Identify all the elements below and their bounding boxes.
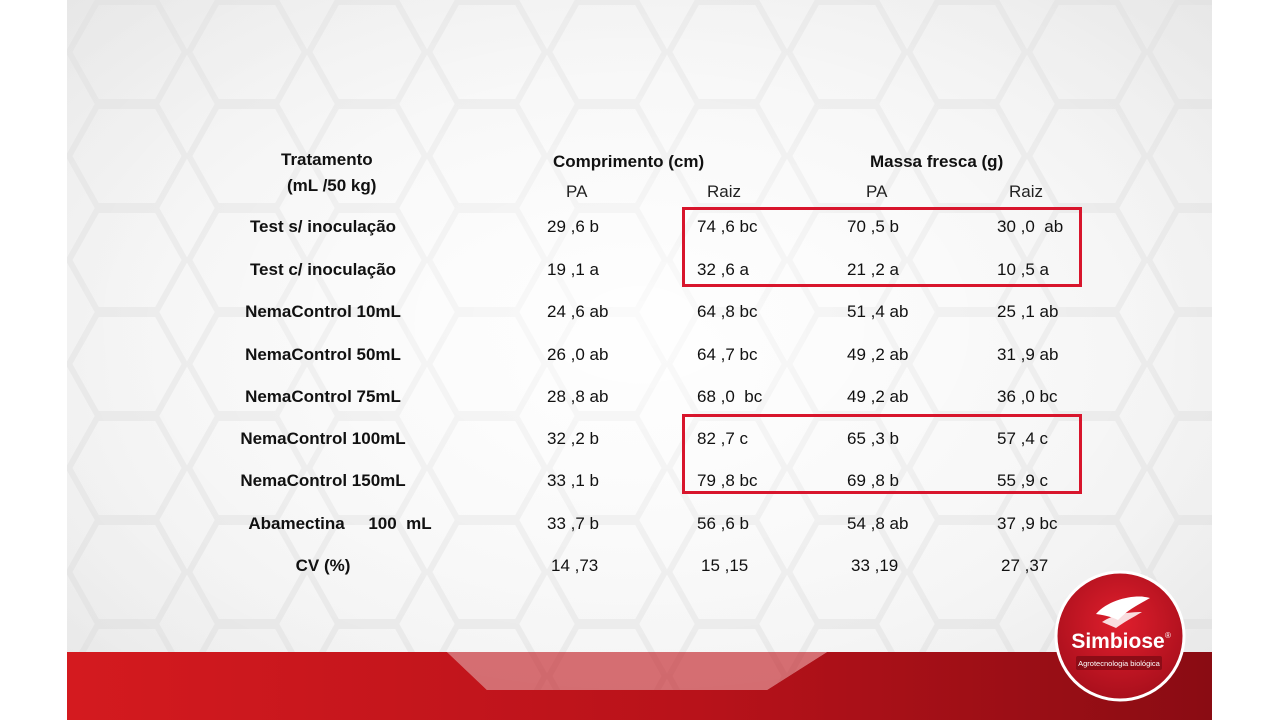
table-cell: 55 ,9 c [997, 471, 1049, 490]
table-cell: 25 ,1 ab [997, 302, 1059, 321]
table-cell: 64 ,7 bc [697, 345, 758, 364]
table-cell: 36 ,0 bc [997, 387, 1058, 406]
row-label: NemaControl 100mL [240, 429, 406, 448]
subheader-comprimento-raiz: Raiz [707, 182, 742, 201]
header-comprimento: Comprimento (cm) [553, 152, 705, 171]
subheader-massa-pa: PA [866, 182, 888, 201]
table-cell: 28 ,8 ab [547, 387, 609, 406]
table-cell: 68 ,0 bc [697, 387, 763, 406]
header-massa-fresca: Massa fresca (g) [870, 152, 1004, 171]
table-cell: 33 ,1 b [547, 471, 599, 490]
header-tratamento-unit: (mL /50 kg) [287, 176, 377, 195]
table-cell: 74 ,6 bc [697, 217, 758, 236]
table-cell: 19 ,1 a [547, 260, 599, 279]
row-label: NemaControl 75mL [245, 387, 401, 406]
logo-registered-mark: ® [1165, 631, 1171, 640]
bottom-red-band [67, 652, 1212, 720]
table-cell: 14 ,73 [551, 556, 599, 575]
table-cell: 54 ,8 ab [847, 514, 909, 533]
table-cell: 37 ,9 bc [997, 514, 1058, 533]
logo-tagline: Agrotecnologia biológica [1078, 659, 1161, 668]
table-cell: 27 ,37 [1001, 556, 1049, 575]
table-cell: 69 ,8 b [847, 471, 899, 490]
table-cell: 26 ,0 ab [547, 345, 609, 364]
row-label: Test s/ inoculação [249, 217, 397, 236]
simbiose-logo: Simbiose ® Agrotecnologia biológica [1054, 570, 1186, 702]
logo-brand-text: Simbiose [1071, 630, 1164, 653]
table-cell: 51 ,4 ab [847, 302, 909, 321]
table-cell: 33 ,7 b [547, 514, 599, 533]
subheader-massa-raiz: Raiz [1009, 182, 1044, 201]
hexagon-background-pattern [67, 0, 1212, 720]
table-cell: 31 ,9 ab [997, 345, 1059, 364]
row-label: CV (%) [295, 556, 351, 575]
leaf-icon [1096, 596, 1150, 620]
table-cell: 24 ,6 ab [547, 302, 609, 321]
table-cell: 79 ,8 bc [697, 471, 758, 490]
table-cell: 57 ,4 c [997, 429, 1049, 448]
table-cell: 56 ,6 b [697, 514, 749, 533]
table-cell: 30 ,0 ab [997, 217, 1064, 236]
table-cell: 29 ,6 b [547, 217, 599, 236]
table-cell: 64 ,8 bc [697, 302, 758, 321]
row-label: NemaControl 10mL [245, 302, 401, 321]
table-cell: 21 ,2 a [847, 260, 899, 279]
table-cell: 49 ,2 ab [847, 387, 909, 406]
table-cell: 15 ,15 [701, 556, 749, 575]
highlight-box-test-rows [682, 207, 1082, 287]
row-label: NemaControl 150mL [240, 471, 406, 490]
row-label: Abamectina 100 mL [248, 514, 432, 533]
table-cell: 65 ,3 b [847, 429, 899, 448]
slide [67, 0, 1212, 720]
subheader-comprimento-pa: PA [566, 182, 588, 201]
table-cell: 10 ,5 a [997, 260, 1049, 279]
table-cell: 82 ,7 c [697, 429, 749, 448]
table-cell: 33 ,19 [851, 556, 899, 575]
highlight-box-nemacontrol-rows [682, 414, 1082, 494]
header-tratamento: Tratamento [281, 150, 373, 169]
table-cell: 32 ,2 b [547, 429, 599, 448]
table-cell: 49 ,2 ab [847, 345, 909, 364]
row-label: Test c/ inoculação [249, 260, 397, 279]
table-cell: 70 ,5 b [847, 217, 899, 236]
row-label: NemaControl 50mL [245, 345, 401, 364]
table-cell: 32 ,6 a [697, 260, 749, 279]
